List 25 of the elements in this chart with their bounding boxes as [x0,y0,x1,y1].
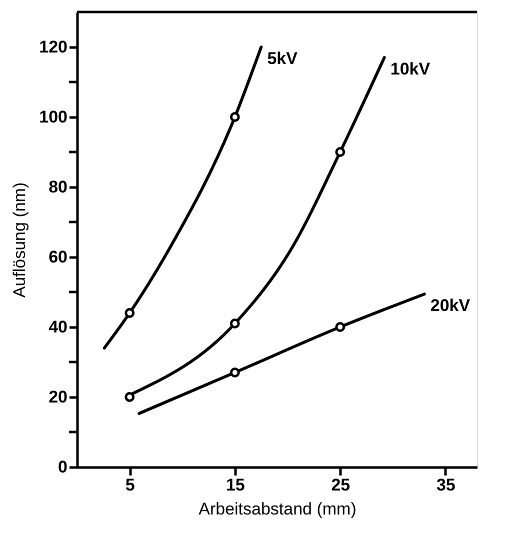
point [230,112,240,122]
series-label: 5kV [267,49,298,68]
y-tick-label: 40 [48,318,68,336]
y-axis-title: Auflösung (nm) [10,182,30,298]
point [335,147,346,157]
x-tick-label: 5 [125,476,135,494]
x-axis-title: Arbeitsabstand (mm) [198,500,356,518]
x-tick-label: 25 [331,476,350,494]
point [230,368,240,378]
series-label: 10kV [390,60,431,78]
point [335,322,346,332]
y-tick-label: 20 [48,388,68,406]
y-tick-label: 80 [48,178,68,196]
y-tick-label: 0 [58,458,68,476]
point [124,392,135,402]
x-tick-label: 15 [226,476,245,494]
point [230,318,240,328]
y-tick-label: 120 [39,38,68,56]
line-series [138,292,426,415]
series-label: 20kV [430,296,471,316]
y-tick-label: 60 [48,248,68,266]
line-series [102,46,263,350]
point [124,308,135,318]
x-tick-label: 35 [436,476,456,494]
y-tick-label: 100 [39,108,68,126]
